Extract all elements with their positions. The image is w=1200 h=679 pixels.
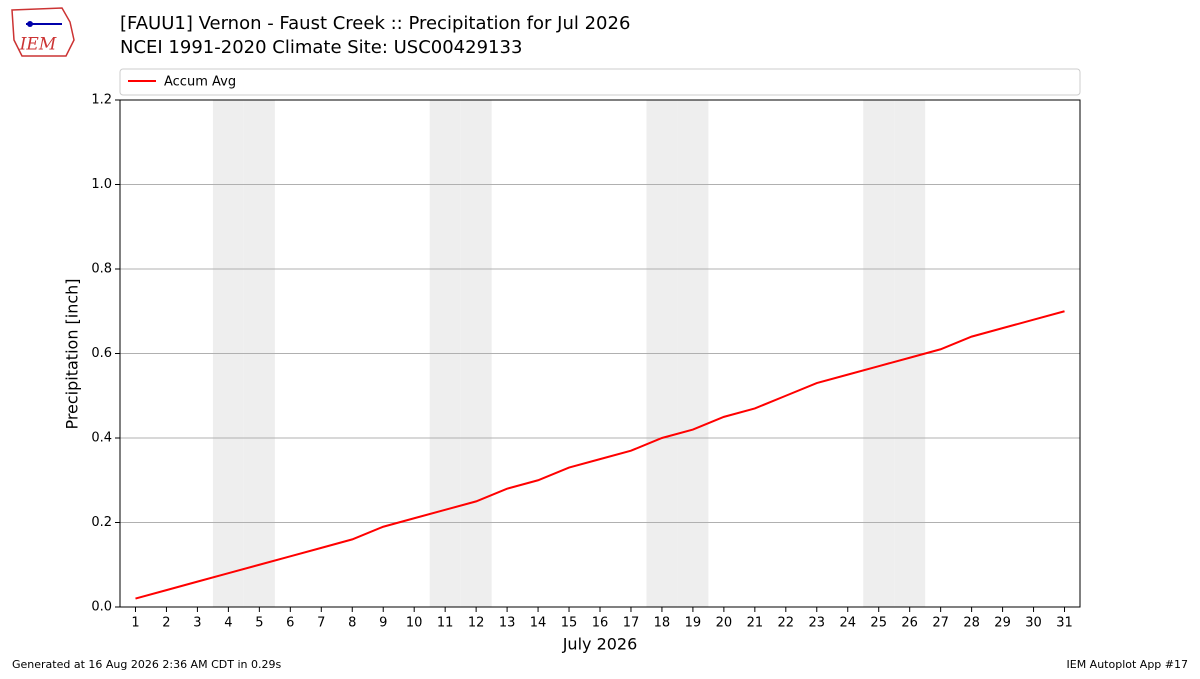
x-tick-label: 3 [193, 616, 201, 631]
x-axis-label: July 2026 [562, 635, 638, 654]
x-tick-label: 27 [932, 616, 949, 631]
x-tick-label: 31 [1056, 616, 1073, 631]
x-tick-label: 10 [406, 616, 423, 631]
plot-frame [119, 99, 1081, 608]
x-tick-label: 18 [654, 616, 671, 631]
y-tick-label: 0.4 [91, 431, 112, 446]
x-tick-label: 28 [963, 616, 980, 631]
x-tick-label: 20 [716, 616, 733, 631]
x-tick-label: 15 [561, 616, 578, 631]
logo: IEM [11, 7, 75, 57]
x-tick-label: 4 [224, 616, 232, 631]
x-tick-label: 24 [839, 616, 856, 631]
x-tick-label: 29 [994, 616, 1011, 631]
x-tick-label: 25 [870, 616, 887, 631]
y-tick-label: 1.0 [91, 177, 112, 192]
x-tick-label: 7 [317, 616, 325, 631]
x-tick-label: 19 [685, 616, 702, 631]
chart-subtitle: NCEI 1991-2020 Climate Site: USC00429133 [120, 37, 522, 58]
y-axis-label: Precipitation [inch] [63, 278, 82, 429]
logo-outline [11, 7, 75, 57]
legend-box [119, 68, 1081, 96]
x-tick-label: 2 [162, 616, 170, 631]
x-tick-label: 5 [255, 616, 263, 631]
y-tick-label: 0.0 [91, 600, 112, 615]
x-tick-label: 26 [901, 616, 918, 631]
footer-left: Generated at 16 Aug 2026 2:36 AM CDT in … [12, 658, 281, 671]
x-tick-label: 11 [437, 616, 454, 631]
data-line [135, 310, 1065, 600]
legend-label: Accum Avg [164, 75, 236, 90]
x-tick-label: 8 [348, 616, 356, 631]
footer-right: IEM Autoplot App #17 [1067, 658, 1189, 671]
x-tick-label: 16 [592, 616, 609, 631]
y-tick-label: 0.6 [91, 346, 112, 361]
logo-dot [27, 21, 33, 27]
x-tick-label: 22 [778, 616, 795, 631]
x-tick-label: 30 [1025, 616, 1042, 631]
x-tick-label: 14 [530, 616, 547, 631]
logo-text: IEM [19, 35, 57, 55]
chart-title: [FAUU1] Vernon - Faust Creek :: Precipit… [120, 13, 630, 34]
x-tick-label: 23 [809, 616, 826, 631]
x-tick-label: 13 [499, 616, 516, 631]
x-tick-label: 9 [379, 616, 387, 631]
x-tick-label: 12 [468, 616, 485, 631]
y-tick-label: 0.8 [91, 262, 112, 277]
x-tick-label: 21 [747, 616, 764, 631]
x-tick-label: 1 [131, 616, 139, 631]
x-tick-label: 6 [286, 616, 294, 631]
y-tick-label: 1.2 [91, 93, 112, 108]
y-tick-label: 0.2 [91, 515, 112, 530]
x-tick-label: 17 [623, 616, 640, 631]
